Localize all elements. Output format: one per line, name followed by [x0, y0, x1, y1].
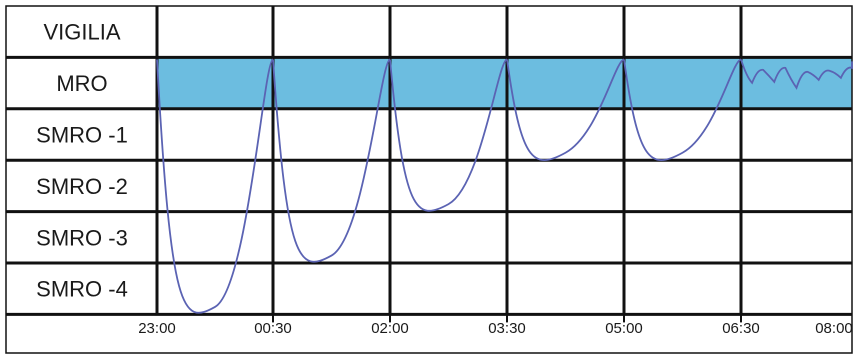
- sleep-cycle-2: [272, 58, 391, 263]
- time-tick-labels: 23:00 00:30 02:00 03:30 05:00 06:30 08:00: [138, 320, 853, 337]
- time-label-06-30: 06:30: [722, 320, 760, 337]
- sleep-cycle-4: [506, 58, 625, 161]
- stage-label-smro-4: SMRO -4: [36, 277, 128, 302]
- mro-band-layer: [157, 57, 852, 109]
- stage-label-vigilia: VIGILIA: [43, 20, 120, 45]
- grid-layer: [5, 5, 853, 354]
- time-label-08-00: 08:00: [815, 320, 853, 337]
- time-label-05-00: 05:00: [605, 320, 643, 337]
- sleep-curve-layer: [156, 58, 853, 314]
- mro-band: [157, 57, 852, 109]
- stage-label-mro: MRO: [56, 71, 107, 96]
- stage-label-smro-3: SMRO -3: [36, 225, 128, 250]
- time-label-23-00: 23:00: [138, 320, 176, 337]
- chart-frame: [5, 5, 853, 354]
- sleep-cycle-5: [623, 58, 742, 161]
- time-label-03-30: 03:30: [488, 320, 526, 337]
- final-rem-period: [740, 59, 853, 90]
- stage-labels: VIGILIA MRO SMRO -1 SMRO -2 SMRO -3 SMRO -4: [36, 20, 128, 302]
- stage-label-smro-1: SMRO -1: [36, 123, 128, 148]
- time-label-00-30: 00:30: [254, 320, 292, 337]
- sleep-cycle-1: [156, 58, 274, 314]
- time-label-02-00: 02:00: [371, 320, 409, 337]
- sleep-cycle-3: [389, 58, 508, 212]
- stage-label-smro-2: SMRO -2: [36, 174, 128, 199]
